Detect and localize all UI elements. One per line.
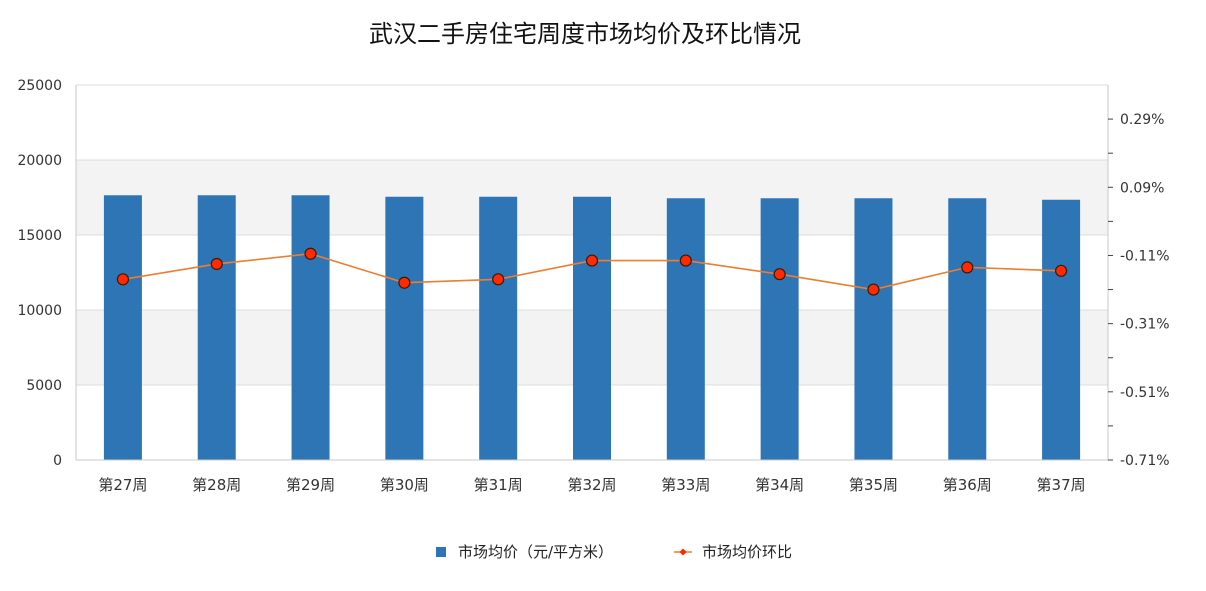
legend: 市场均价（元/平方米） 市场均价环比 [436, 543, 792, 561]
line-point [398, 276, 411, 289]
axes [75, 85, 1109, 461]
x-tick-label: 第29周 [286, 476, 335, 494]
right-tick-label: 0.09% [1120, 180, 1164, 196]
x-tick-label: 第35周 [849, 476, 898, 494]
left-tick-label: 10000 [17, 303, 62, 319]
left-tick-label: 0 [53, 453, 62, 469]
right-tick-label: -0.31% [1120, 317, 1170, 333]
bar [479, 196, 518, 460]
line-point [1054, 264, 1068, 277]
bar [760, 198, 799, 460]
x-tick-label: 第27周 [98, 476, 147, 494]
x-tick-label: 第28周 [192, 476, 241, 494]
x-tick-label: 第30周 [380, 476, 429, 494]
x-tick-label: 第37周 [1037, 476, 1086, 494]
line-point [961, 261, 974, 274]
line-point [210, 257, 223, 271]
line-point [773, 268, 786, 281]
left-axis-ticks: 0 5000 10000 15000 20000 25000 [17, 78, 62, 469]
legend-line-label: 市场均价环比 [702, 543, 792, 561]
legend-bar-swatch [436, 547, 446, 557]
bar [385, 196, 424, 460]
bar [103, 195, 142, 460]
line-series [116, 247, 1068, 296]
bar [197, 195, 236, 460]
bar [573, 196, 611, 460]
bar-series [103, 195, 1081, 460]
legend-line-marker [679, 548, 687, 556]
bar [291, 195, 330, 460]
left-tick-label: 5000 [26, 378, 62, 394]
x-tick-label: 第34周 [755, 476, 804, 494]
line-point [585, 254, 599, 267]
right-tick-label: -0.11% [1120, 248, 1170, 264]
chart-title: 武汉二手房住宅周度市场均价及环比情况 [369, 20, 801, 48]
left-tick-label: 20000 [17, 153, 62, 169]
right-tick-label: 0.29% [1120, 112, 1164, 128]
left-tick-label: 15000 [17, 228, 62, 244]
right-axis-ticks: 0.29% 0.09% -0.11% -0.31% -0.51% -0.71% [1108, 112, 1170, 469]
line-point [304, 247, 317, 260]
line-point [679, 254, 692, 267]
bar [948, 198, 987, 460]
left-tick-label: 25000 [17, 78, 62, 94]
legend-bar-label: 市场均价（元/平方米） [458, 543, 613, 561]
x-tick-label: 第32周 [567, 476, 616, 494]
x-tick-label: 第36周 [943, 476, 992, 494]
x-tick-label: 第33周 [661, 476, 710, 494]
right-tick-label: -0.71% [1120, 453, 1170, 469]
bar [1042, 199, 1081, 460]
bar [666, 198, 705, 460]
x-axis-ticks: 第27周 第28周 第29周 第30周 第31周 第32周 第33周 第34周 第35周 第36周… [98, 476, 1085, 494]
line-point [116, 273, 130, 286]
line-point [867, 283, 880, 296]
x-tick-label: 第31周 [474, 476, 523, 494]
bar [854, 198, 893, 460]
right-tick-label: -0.51% [1120, 385, 1170, 401]
line-point [492, 273, 505, 286]
